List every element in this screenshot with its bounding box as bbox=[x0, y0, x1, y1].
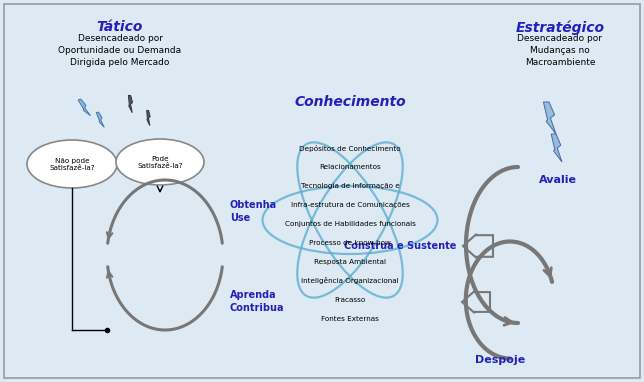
Text: Conjuntos de Habilidades funcionais: Conjuntos de Habilidades funcionais bbox=[285, 221, 415, 227]
Text: Tático: Tático bbox=[97, 20, 143, 34]
Text: Relacionamentos: Relacionamentos bbox=[319, 164, 381, 170]
Polygon shape bbox=[551, 134, 562, 162]
Text: Tecnologia de Informação e: Tecnologia de Informação e bbox=[301, 183, 399, 189]
Text: Desencadeado por
Mudanças no
Macroambiente: Desencadeado por Mudanças no Macroambien… bbox=[518, 34, 603, 66]
Text: Pode
Satisfazê-la?: Pode Satisfazê-la? bbox=[137, 155, 183, 168]
Text: Aprenda: Aprenda bbox=[230, 290, 277, 300]
Text: Infra-estrutura de Comunicações: Infra-estrutura de Comunicações bbox=[290, 202, 410, 208]
Polygon shape bbox=[96, 112, 104, 127]
Polygon shape bbox=[147, 110, 150, 126]
Polygon shape bbox=[128, 96, 133, 113]
Text: Contribua: Contribua bbox=[230, 303, 285, 313]
Polygon shape bbox=[544, 102, 556, 134]
Polygon shape bbox=[78, 99, 91, 116]
Text: Estratégico: Estratégico bbox=[515, 20, 605, 34]
Text: Avalie: Avalie bbox=[539, 175, 577, 185]
Text: Inteligência Organizacional: Inteligência Organizacional bbox=[301, 277, 399, 285]
Text: Fontes Externas: Fontes Externas bbox=[321, 316, 379, 322]
Text: Conhecimento: Conhecimento bbox=[294, 95, 406, 109]
Text: Construa e Sustente: Construa e Sustente bbox=[344, 241, 456, 251]
Text: Despoje: Despoje bbox=[475, 355, 525, 365]
Text: Processo de know-how: Processo de know-how bbox=[309, 240, 391, 246]
Ellipse shape bbox=[116, 139, 204, 185]
Text: Não pode
Satisfazê-la?: Não pode Satisfazê-la? bbox=[49, 157, 95, 170]
Text: Fracasso: Fracasso bbox=[334, 297, 366, 303]
Text: Desencadeado por
Oportunidade ou Demanda
Dirigida pelo Mercado: Desencadeado por Oportunidade ou Demanda… bbox=[59, 34, 182, 66]
Text: Resposta Ambiental: Resposta Ambiental bbox=[314, 259, 386, 265]
Text: Obtenha: Obtenha bbox=[230, 200, 277, 210]
Text: Depósitos de Conhecimento: Depósitos de Conhecimento bbox=[299, 144, 401, 152]
Text: Use: Use bbox=[230, 213, 251, 223]
Ellipse shape bbox=[27, 140, 117, 188]
